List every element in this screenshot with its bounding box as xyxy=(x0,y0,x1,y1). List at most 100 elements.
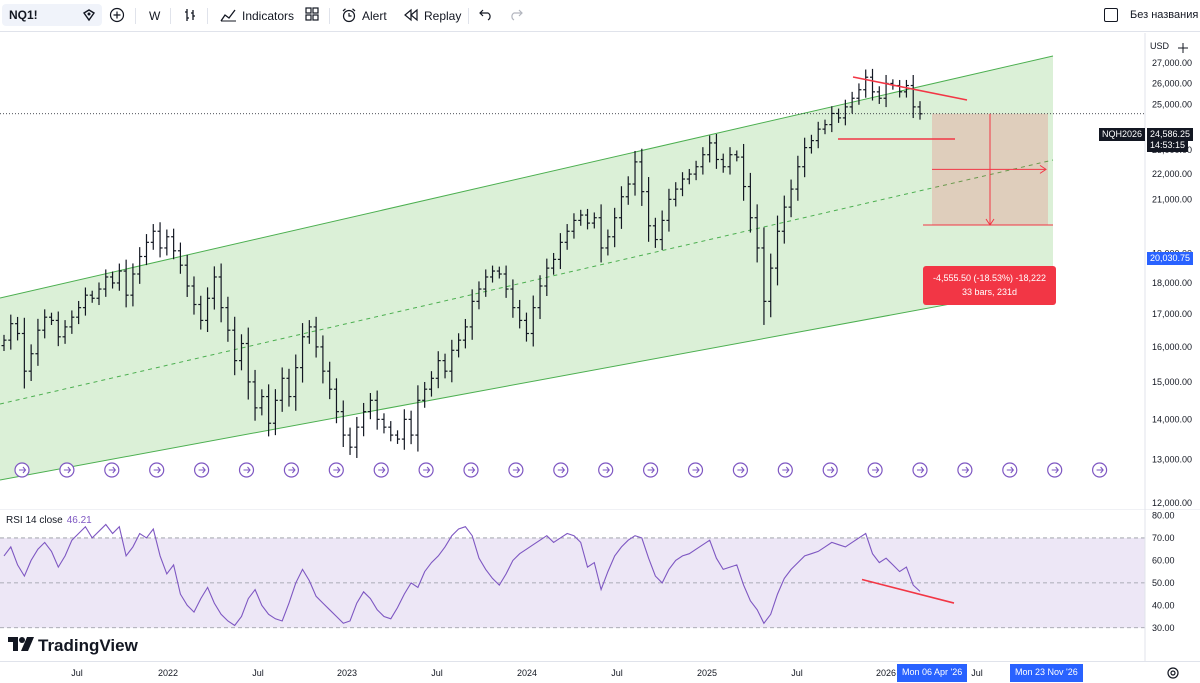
redo-icon[interactable] xyxy=(509,7,523,25)
channel-fill xyxy=(0,56,1053,480)
ohlc-bar xyxy=(775,215,781,286)
ohlc-bar xyxy=(571,213,577,239)
ohlc-bar xyxy=(612,207,618,248)
price-tick-label: 21,000.00 xyxy=(1152,194,1192,204)
ohlc-bar xyxy=(388,421,394,442)
layout-checkbox[interactable] xyxy=(1104,8,1118,22)
event-marker-icon xyxy=(822,462,838,478)
ohlc-bar xyxy=(116,263,122,291)
ohlc-bar xyxy=(598,204,604,263)
ohlc-bar xyxy=(713,133,719,169)
indicators-button[interactable]: Indicators xyxy=(220,7,294,25)
rsi-pane[interactable]: 80.00 70.00 60.00 50.00 40.00 30.00 xyxy=(0,509,1200,661)
date-label: Jul xyxy=(611,668,623,678)
ohlc-bar xyxy=(632,150,638,196)
event-marker-arrow xyxy=(19,466,27,474)
channel-upper-line xyxy=(0,55,1054,299)
event-markers xyxy=(14,462,1108,478)
ohlc-bar xyxy=(408,410,414,445)
price-tick-label: 14,000.00 xyxy=(1152,414,1192,424)
ohlc-bar xyxy=(585,208,591,230)
last-price-tag: 24,586.25 xyxy=(1147,128,1194,141)
rsi-tick-label: 50.00 xyxy=(1152,578,1175,588)
event-marker-icon xyxy=(732,462,749,478)
ohlc-bar xyxy=(808,134,814,154)
date-label: Jul xyxy=(71,668,83,678)
compare-icon[interactable] xyxy=(82,8,96,25)
bar-style-icon[interactable] xyxy=(183,7,197,25)
ohlc-bar xyxy=(286,368,292,407)
ohlc-bar xyxy=(496,266,502,279)
undo-icon[interactable] xyxy=(479,7,493,25)
ohlc-bar xyxy=(354,416,360,458)
ohlc-bar xyxy=(802,137,808,178)
price-axis[interactable]: USD27,000.0026,000.0025,000.0023,000.002… xyxy=(1144,33,1192,509)
ohlc-bar xyxy=(42,309,48,339)
event-marker-icon xyxy=(598,462,614,478)
layouts-grid-icon[interactable] xyxy=(305,7,319,25)
event-marker-icon xyxy=(104,462,120,478)
replay-button[interactable]: Replay xyxy=(403,7,461,25)
rsi-tick-label: 30.00 xyxy=(1152,623,1175,633)
layout-name[interactable]: Без названия xyxy=(1130,9,1199,21)
alert-button[interactable]: Alert xyxy=(341,7,387,25)
tradingview-logo[interactable]: TradingView xyxy=(8,636,138,656)
ohlc-bar xyxy=(544,258,550,296)
ohlc-bar xyxy=(510,279,516,318)
price-tick-label: 26,000.00 xyxy=(1152,78,1192,88)
ohlc-bar xyxy=(252,369,258,421)
event-marker-icon xyxy=(1002,462,1018,478)
price-chart[interactable]: USD27,000.0026,000.0025,000.0023,000.002… xyxy=(0,33,1200,509)
event-marker-icon xyxy=(14,462,30,478)
top-toolbar: NQ1! W Indicators Alert Replay xyxy=(0,0,1200,32)
ohlc-bar xyxy=(191,276,197,315)
trend-lines xyxy=(838,76,968,140)
interval-button[interactable]: W xyxy=(149,9,161,23)
rsi-axis[interactable]: 80.00 70.00 60.00 50.00 40.00 30.00 xyxy=(1144,509,1175,661)
price-tick-label: 12,000.00 xyxy=(1152,498,1192,508)
ohlc-bar xyxy=(415,385,421,452)
price-tick-label: 15,000.00 xyxy=(1152,377,1192,387)
date-axis[interactable]: Jul 2022 Jul 2023 Jul 2024 Jul 2025 Jul … xyxy=(0,661,1200,683)
ohlc-bar xyxy=(238,334,244,371)
ohlc-bar xyxy=(21,317,27,389)
date-label: 2025 xyxy=(696,668,718,678)
rsi-legend[interactable]: RSI 14 close 46.21 xyxy=(6,515,92,526)
symbol-search[interactable]: NQ1! xyxy=(2,4,102,26)
event-marker-icon xyxy=(777,462,793,478)
ohlc-bar xyxy=(727,147,733,175)
last-price-symbol-tag: NQH2026 xyxy=(1099,128,1146,141)
ohlc-bar xyxy=(225,296,231,342)
ohlc-bar xyxy=(171,228,177,260)
ohlc-bar xyxy=(591,212,597,229)
ohlc-bar xyxy=(374,390,380,430)
ohlc-bar xyxy=(48,312,54,325)
ohlc-bar xyxy=(849,91,855,114)
price-tick-label: 13,000.00 xyxy=(1152,455,1192,465)
ohlc-bar xyxy=(754,204,760,263)
event-marker-arrow xyxy=(512,466,521,474)
event-marker-arrow xyxy=(782,466,790,474)
ohlc-bar xyxy=(340,400,346,448)
event-marker-icon xyxy=(508,462,524,478)
ohlc-bar xyxy=(205,287,211,333)
event-marker-arrow xyxy=(872,466,880,474)
ohlc-bar xyxy=(863,69,869,98)
event-marker-arrow xyxy=(423,466,431,474)
ohlc-bar xyxy=(381,413,387,434)
ohlc-bar xyxy=(646,177,652,242)
event-marker-icon xyxy=(418,462,434,478)
ohlc-bar xyxy=(55,311,61,347)
ohlc-bar xyxy=(870,68,876,101)
ohlc-bar xyxy=(428,371,434,397)
event-marker-arrow xyxy=(153,466,161,474)
settings-gear-icon[interactable] xyxy=(1166,666,1180,683)
event-marker-arrow xyxy=(198,466,206,474)
cursor-date-tag-end: Mon 23 Nov '26 xyxy=(1010,664,1083,682)
alert-label: Alert xyxy=(362,9,387,23)
price-tick-label: 27,000.00 xyxy=(1152,58,1192,68)
event-marker-arrow xyxy=(557,466,566,474)
rewind-icon xyxy=(403,8,419,25)
add-symbol-icon[interactable] xyxy=(109,7,125,25)
ohlc-bar xyxy=(442,353,448,379)
